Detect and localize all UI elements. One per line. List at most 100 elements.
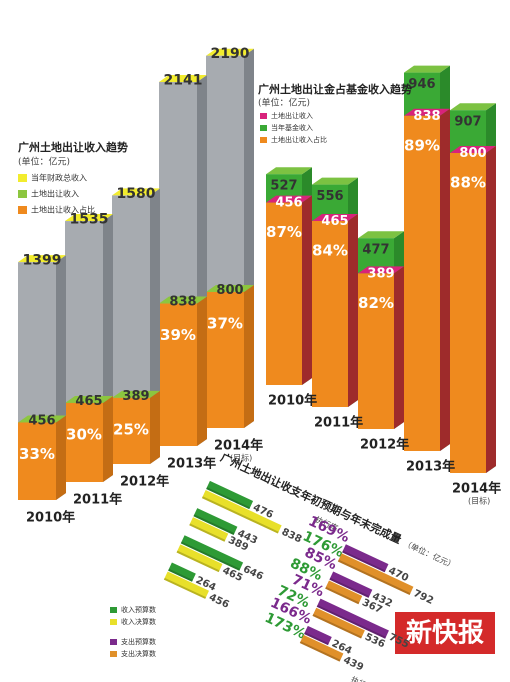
legend-swatch <box>110 607 117 613</box>
ratio-label: 84% <box>312 242 348 260</box>
budget-bar-shade <box>180 541 241 571</box>
budget-bar <box>337 553 414 595</box>
ratio-label: 88% <box>450 174 486 192</box>
legend-swatch <box>110 651 117 657</box>
land-bar-side <box>302 195 312 385</box>
legend-label: 土地出让收入占比 <box>271 135 327 144</box>
ratio-label: 37% <box>207 315 243 333</box>
land-bar-side <box>348 214 358 407</box>
fund-value: 527 <box>270 179 297 194</box>
year-note: (目标) <box>230 453 252 463</box>
fiscal-bar-top <box>65 214 113 222</box>
land-bar <box>206 292 244 428</box>
year-note: (目标) <box>468 496 490 506</box>
budget-bar <box>193 508 238 535</box>
budget-bar-shade <box>206 487 251 510</box>
land-bar-top <box>266 195 312 203</box>
fiscal-value: 1580 <box>117 186 156 202</box>
chart2-subtitle: (单位：亿元) <box>258 97 310 109</box>
land-bar <box>358 273 394 429</box>
budget-bar <box>329 571 373 598</box>
budget-bar-shade <box>163 577 207 599</box>
land-value: 838 <box>413 109 440 124</box>
legend-label: 支出决算数 <box>121 649 156 658</box>
land-bar-side <box>56 415 66 500</box>
legend-label: 收入预算数 <box>121 605 156 614</box>
budget-bar <box>299 634 344 662</box>
ratio-label: 82% <box>358 294 394 312</box>
year-label: 2012年 <box>360 437 409 453</box>
budget-bar-shade <box>168 568 193 582</box>
chart2-title: 广州土地出让金占基金收入趋势 <box>258 82 412 96</box>
budget-bar <box>201 489 282 534</box>
budget-bar-shade <box>312 614 362 639</box>
legend-swatch <box>18 206 27 214</box>
land-bar-side <box>486 146 496 473</box>
year-label: 2013年 <box>167 456 216 472</box>
budget-bar <box>316 598 389 639</box>
fiscal-value: 1535 <box>70 212 109 228</box>
land-bar-top <box>450 146 496 153</box>
land-bar-top <box>159 296 207 304</box>
ratio-label: 33% <box>19 445 55 463</box>
legend-swatch <box>260 113 267 119</box>
budget-bar-shade <box>337 559 411 595</box>
land-bar <box>450 153 486 473</box>
fund-value: 907 <box>454 115 481 130</box>
fiscal-value: 1399 <box>23 253 62 269</box>
fiscal-value: 2141 <box>164 73 203 89</box>
chart1-subtitle: (单位：亿元) <box>18 156 70 168</box>
year-label: 2010年 <box>26 510 75 526</box>
budget-bar-shade <box>176 550 220 573</box>
land-value: 465 <box>321 214 348 229</box>
legend-swatch <box>18 174 27 182</box>
year-label: 2012年 <box>120 474 169 490</box>
fiscal-bar-top <box>18 255 66 263</box>
budget-bar <box>325 580 363 605</box>
land-bar-top <box>65 395 113 403</box>
budget-bar-shade <box>201 496 279 534</box>
land-bar-top <box>112 390 160 398</box>
ratio-label: 39% <box>160 326 196 344</box>
land-bar-side <box>244 285 254 428</box>
legend-swatch <box>260 125 267 131</box>
land-value: 456 <box>275 196 302 211</box>
budget-bar <box>168 562 196 582</box>
land-value: 800 <box>459 146 486 161</box>
logo: 新快报 <box>395 612 495 654</box>
ratio-label: 89% <box>404 136 440 154</box>
land-value: 838 <box>169 295 196 310</box>
budget-bar-shade <box>342 550 386 573</box>
fiscal-bar-top <box>159 75 207 83</box>
land-bar <box>159 303 197 446</box>
legend-swatch <box>260 137 267 143</box>
budget-bar-shade <box>299 641 341 662</box>
legend-label: 土地出让收入 <box>271 111 313 120</box>
budget-bar <box>206 480 254 510</box>
land-value: 800 <box>216 283 243 298</box>
legend-swatch <box>18 190 27 198</box>
land-value: 389 <box>122 389 149 404</box>
legend-label: 当年财政总收入 <box>31 173 87 183</box>
budget-bar <box>180 535 244 571</box>
land-bar <box>312 221 348 407</box>
fund-bar-top <box>358 231 404 239</box>
land-bar-side <box>150 390 160 464</box>
fund-value: 946 <box>408 77 435 92</box>
legend-label: 收入决算数 <box>121 617 156 626</box>
land-bar-side <box>103 395 113 482</box>
land-bar-side <box>394 266 404 429</box>
budget-bar-shade <box>189 523 226 542</box>
land-bar-top <box>206 285 254 292</box>
ratio-label: 87% <box>266 223 302 241</box>
year-label: 2014年 <box>214 438 263 454</box>
year-label: 2011年 <box>73 492 122 508</box>
fiscal-value: 2190 <box>211 46 250 62</box>
land-value: 456 <box>28 413 55 428</box>
budget-bar <box>312 607 365 639</box>
legend-label: 支出预算数 <box>121 637 156 646</box>
legend-swatch <box>110 619 117 625</box>
year-label: 2010年 <box>268 393 317 409</box>
year-label: 2013年 <box>406 459 455 475</box>
